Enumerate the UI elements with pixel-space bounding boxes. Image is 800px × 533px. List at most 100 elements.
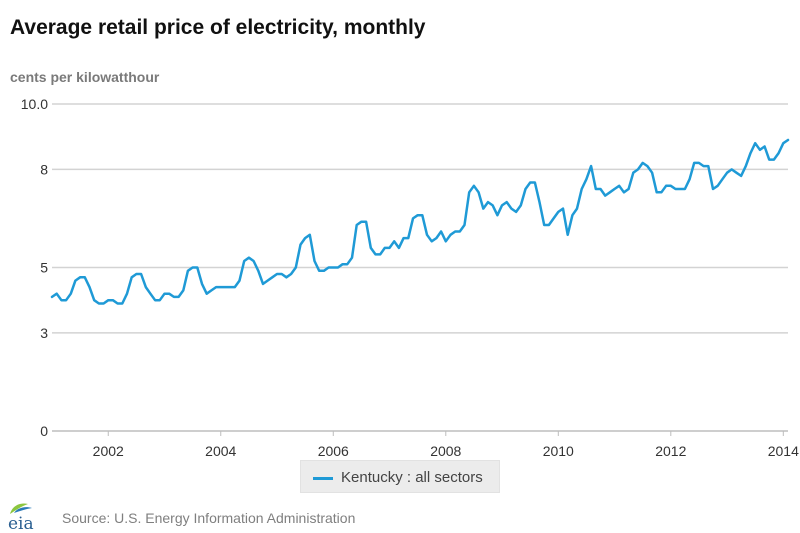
data-point[interactable] xyxy=(362,218,370,226)
data-point[interactable] xyxy=(179,286,187,294)
data-point[interactable] xyxy=(442,237,450,245)
data-point[interactable] xyxy=(531,179,539,187)
data-point[interactable] xyxy=(123,290,131,298)
data-point[interactable] xyxy=(348,254,356,262)
data-point[interactable] xyxy=(175,293,183,301)
y-tick-label: 10.0 xyxy=(21,96,48,112)
data-point[interactable] xyxy=(461,221,469,229)
data-point[interactable] xyxy=(311,257,319,265)
y-tick-label: 8 xyxy=(40,161,48,177)
data-points xyxy=(48,136,792,308)
data-point[interactable] xyxy=(475,188,483,196)
data-point[interactable] xyxy=(376,250,384,258)
chart-title: Average retail price of electricity, mon… xyxy=(10,16,426,39)
data-point[interactable] xyxy=(395,244,403,252)
logo-leaf-green xyxy=(10,503,28,514)
data-point[interactable] xyxy=(503,198,511,206)
data-point[interactable] xyxy=(784,136,792,144)
data-point[interactable] xyxy=(775,149,783,157)
y-axis-unit-label: cents per kilowatthour xyxy=(10,69,160,85)
data-point[interactable] xyxy=(81,273,89,281)
data-point[interactable] xyxy=(67,290,75,298)
data-point[interactable] xyxy=(306,231,314,239)
data-point[interactable] xyxy=(236,277,244,285)
data-point[interactable] xyxy=(62,296,70,304)
data-point[interactable] xyxy=(418,211,426,219)
data-point[interactable] xyxy=(53,290,61,298)
x-tick-label: 2008 xyxy=(430,443,461,459)
data-point[interactable] xyxy=(737,172,745,180)
data-point[interactable] xyxy=(512,208,520,216)
data-point[interactable] xyxy=(367,244,375,252)
data-point[interactable] xyxy=(343,260,351,268)
data-point[interactable] xyxy=(550,214,558,222)
data-point[interactable] xyxy=(559,205,567,213)
legend-label: Kentucky : all sectors xyxy=(341,469,483,486)
data-point[interactable] xyxy=(142,283,150,291)
y-tick-label: 5 xyxy=(40,260,48,276)
data-point[interactable] xyxy=(657,188,665,196)
data-point[interactable] xyxy=(287,270,295,278)
data-point[interactable] xyxy=(390,237,398,245)
data-point[interactable] xyxy=(489,201,497,209)
data-point[interactable] xyxy=(643,162,651,170)
data-point[interactable] xyxy=(597,185,605,193)
data-point[interactable] xyxy=(751,139,759,147)
y-tick-label: 0 xyxy=(40,423,48,439)
data-point[interactable] xyxy=(747,149,755,157)
data-point[interactable] xyxy=(156,296,164,304)
data-point[interactable] xyxy=(86,283,94,291)
data-point[interactable] xyxy=(704,162,712,170)
data-point[interactable] xyxy=(587,162,595,170)
series-layer xyxy=(50,138,790,305)
data-point[interactable] xyxy=(536,198,544,206)
data-point[interactable] xyxy=(231,283,239,291)
logo-leaf-blue xyxy=(14,507,32,513)
y-tick-label: 3 xyxy=(40,325,48,341)
data-point[interactable] xyxy=(568,211,576,219)
data-point[interactable] xyxy=(573,205,581,213)
data-point[interactable] xyxy=(137,270,145,278)
data-point[interactable] xyxy=(625,185,633,193)
data-point[interactable] xyxy=(198,280,206,288)
data-point[interactable] xyxy=(545,221,553,229)
data-point[interactable] xyxy=(770,156,778,164)
data-point[interactable] xyxy=(648,169,656,177)
data-point[interactable] xyxy=(718,175,726,183)
data-point[interactable] xyxy=(615,182,623,190)
data-point[interactable] xyxy=(250,257,258,265)
data-point[interactable] xyxy=(465,188,473,196)
data-point[interactable] xyxy=(564,231,572,239)
data-point[interactable] xyxy=(404,234,412,242)
data-point[interactable] xyxy=(686,175,694,183)
data-point[interactable] xyxy=(386,244,394,252)
data-point[interactable] xyxy=(146,290,154,298)
data-point[interactable] xyxy=(456,228,464,236)
data-point[interactable] xyxy=(297,241,305,249)
data-point[interactable] xyxy=(254,267,262,275)
source-note: Source: U.S. Energy Information Administ… xyxy=(62,510,356,526)
data-point[interactable] xyxy=(437,228,445,236)
eia-logo: eia xyxy=(8,503,34,532)
data-point[interactable] xyxy=(761,143,769,151)
data-point[interactable] xyxy=(578,185,586,193)
data-point[interactable] xyxy=(423,231,431,239)
legend[interactable]: Kentucky : all sectors xyxy=(300,460,500,493)
data-point[interactable] xyxy=(193,264,201,272)
data-point[interactable] xyxy=(634,165,642,173)
data-point[interactable] xyxy=(681,185,689,193)
data-point[interactable] xyxy=(742,162,750,170)
data-point[interactable] xyxy=(582,175,590,183)
data-point[interactable] xyxy=(493,211,501,219)
grid-lines xyxy=(52,103,788,432)
data-point[interactable] xyxy=(517,201,525,209)
logo-wordmark: eia xyxy=(8,514,34,532)
data-point[interactable] xyxy=(714,182,722,190)
data-point[interactable] xyxy=(470,182,478,190)
data-point[interactable] xyxy=(522,185,530,193)
data-point[interactable] xyxy=(479,205,487,213)
data-point[interactable] xyxy=(118,300,126,308)
data-point[interactable] xyxy=(432,234,440,242)
data-point[interactable] xyxy=(292,264,300,272)
